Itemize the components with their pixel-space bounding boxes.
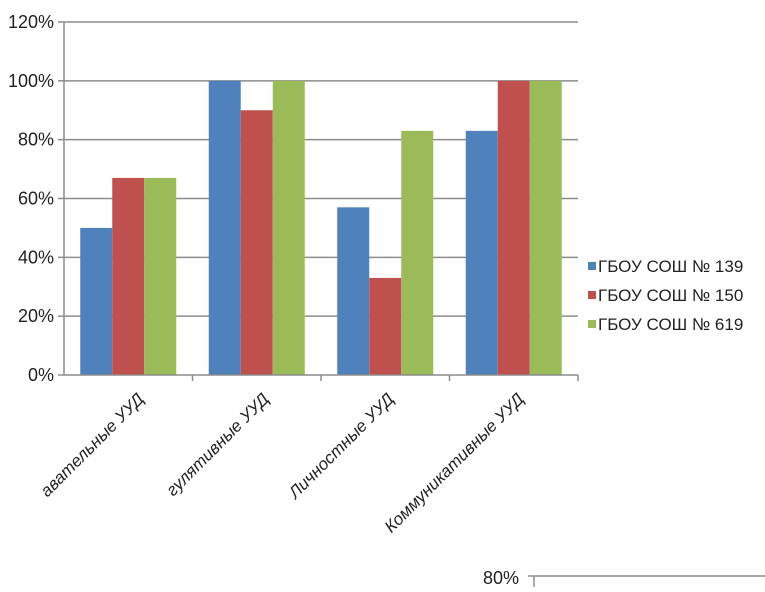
legend-swatch <box>588 291 596 299</box>
bar <box>465 130 498 375</box>
bar <box>497 80 530 375</box>
legend-swatch <box>588 320 596 328</box>
second-chart-tick-label: 80% <box>483 568 519 587</box>
y-axis-tick-label: 0% <box>28 365 54 385</box>
bar <box>144 177 177 375</box>
y-axis-tick-label: 120% <box>8 12 54 32</box>
legend-label: ГБОУ СОШ № 619 <box>598 315 743 334</box>
y-axis-tick-label: 100% <box>8 71 54 91</box>
x-axis-category-label: Личностные УУД <box>284 389 398 503</box>
legend-swatch <box>588 262 596 270</box>
axes <box>58 21 579 381</box>
bar <box>337 207 370 375</box>
bar <box>401 130 434 375</box>
y-axis-tick-label: 40% <box>18 247 54 267</box>
y-axis-tick-label: 20% <box>18 306 54 326</box>
bar <box>272 80 305 375</box>
bar <box>80 227 113 375</box>
legend: ГБОУ СОШ № 139 ГБОУ СОШ № 150 ГБОУ СОШ № 6… <box>588 257 743 334</box>
x-axis-category-labels: авательные УУД гулятивные УУД Личностные У… <box>37 389 528 536</box>
x-axis-category-label: Коммуникативные УУД <box>381 389 528 536</box>
bar <box>369 277 402 375</box>
y-axis-tick-label: 60% <box>18 189 54 209</box>
bar <box>240 110 273 375</box>
second-chart-fragment: 80% <box>483 568 765 588</box>
bar <box>112 177 145 375</box>
y-axis-tick-labels: 0% 20% 40% 60% 80% 100% 120% <box>8 12 54 385</box>
x-axis-category-label: авательные УУД <box>37 389 148 500</box>
y-axis-tick-label: 80% <box>18 130 54 150</box>
legend-label: ГБОУ СОШ № 150 <box>598 286 743 305</box>
bar <box>208 80 241 375</box>
bar <box>529 80 562 375</box>
bars <box>80 80 562 375</box>
legend-label: ГБОУ СОШ № 139 <box>598 257 743 276</box>
x-axis-category-label: гулятивные УУД <box>162 389 272 499</box>
